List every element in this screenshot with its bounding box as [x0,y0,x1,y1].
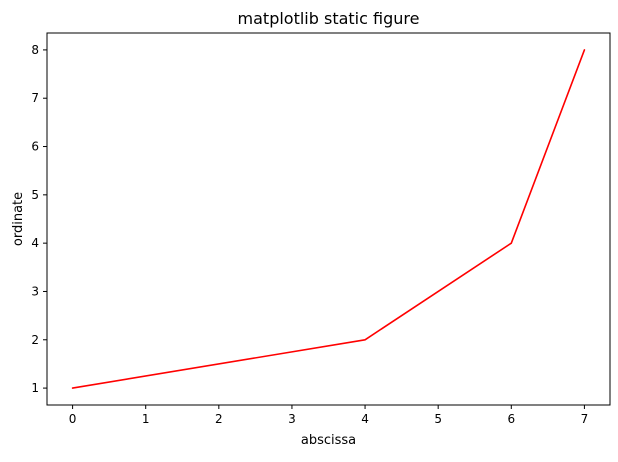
x-tick-label: 7 [581,412,589,426]
y-axis-label: ordinate [11,192,26,246]
y-tick-label: 1 [31,381,39,395]
y-tick-label: 2 [31,333,39,347]
x-tick-label: 4 [361,412,369,426]
x-axis-label: abscissa [301,433,356,448]
x-tick-label: 0 [69,412,77,426]
y-tick-label: 3 [31,284,39,298]
x-tick-label: 6 [507,412,515,426]
x-tick-label: 1 [142,412,150,426]
x-tick-label: 2 [215,412,223,426]
x-tick-label: 5 [434,412,442,426]
x-tick-label: 3 [288,412,296,426]
y-tick-label: 4 [31,236,39,250]
chart-title: matplotlib static figure [238,9,420,28]
y-tick-label: 5 [31,188,39,202]
y-tick-label: 6 [31,140,39,154]
y-tick-label: 7 [31,91,39,105]
y-tick-label: 8 [31,43,39,57]
